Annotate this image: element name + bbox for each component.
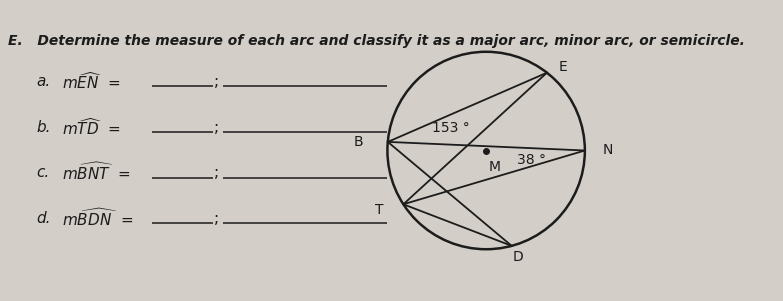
Text: E: E [558, 60, 568, 73]
Text: c.: c. [37, 165, 50, 180]
Text: ;: ; [214, 211, 219, 226]
Text: B: B [354, 135, 364, 149]
Text: 38 °: 38 ° [517, 154, 546, 167]
Text: d.: d. [37, 211, 51, 226]
Text: E.   Determine the measure of each arc and classify it as a major arc, minor arc: E. Determine the measure of each arc and… [8, 34, 745, 48]
Text: b.: b. [37, 119, 51, 135]
Text: $m\widehat{EN}$  =: $m\widehat{EN}$ = [63, 71, 121, 92]
Text: ;: ; [214, 165, 219, 180]
Text: ;: ; [214, 74, 219, 89]
Text: $m\widehat{BNT}$  =: $m\widehat{BNT}$ = [63, 162, 132, 183]
Text: D: D [513, 250, 524, 264]
Text: $m\widehat{TD}$  =: $m\widehat{TD}$ = [63, 116, 121, 138]
Text: M: M [489, 160, 500, 174]
Text: N: N [602, 144, 612, 157]
Text: $m\widehat{BDN}$  =: $m\widehat{BDN}$ = [63, 208, 134, 229]
Text: a.: a. [37, 74, 51, 89]
Text: T: T [375, 203, 383, 217]
Text: 153 °: 153 ° [432, 121, 470, 135]
Text: ;: ; [214, 119, 219, 135]
